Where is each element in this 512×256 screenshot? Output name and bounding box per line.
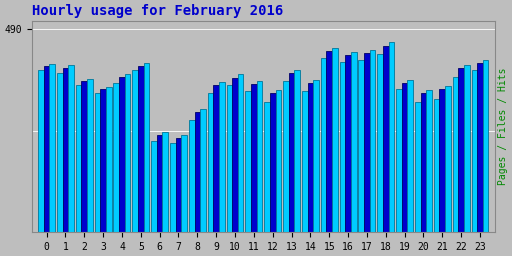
Bar	[62, 68, 68, 232]
Bar	[208, 93, 214, 232]
Bar	[458, 68, 464, 232]
Bar	[472, 70, 477, 232]
Bar	[370, 50, 375, 232]
Bar	[302, 91, 308, 232]
Bar	[275, 90, 281, 232]
Bar	[68, 65, 74, 232]
Bar	[138, 66, 144, 232]
Bar	[106, 87, 112, 232]
Y-axis label: Pages / Files / Hits: Pages / Files / Hits	[498, 68, 508, 185]
Bar	[162, 132, 168, 232]
Bar	[189, 120, 195, 232]
Bar	[226, 85, 232, 232]
Bar	[195, 112, 200, 232]
Bar	[332, 48, 338, 232]
Bar	[232, 78, 238, 232]
Bar	[219, 82, 225, 232]
Bar	[44, 66, 50, 232]
Bar	[464, 66, 470, 232]
Bar	[327, 51, 332, 232]
Bar	[181, 135, 187, 232]
Bar	[270, 93, 275, 232]
Bar	[289, 72, 294, 232]
Bar	[245, 91, 251, 232]
Bar	[200, 109, 206, 232]
Bar	[445, 86, 451, 232]
Bar	[57, 72, 62, 232]
Bar	[308, 83, 313, 232]
Bar	[100, 89, 106, 232]
Bar	[294, 70, 300, 232]
Bar	[402, 83, 408, 232]
Bar	[439, 89, 445, 232]
Bar	[157, 135, 162, 232]
Bar	[313, 80, 319, 232]
Bar	[50, 64, 55, 232]
Bar	[408, 80, 413, 232]
Bar	[364, 53, 370, 232]
Bar	[358, 60, 364, 232]
Bar	[238, 74, 244, 232]
Bar	[321, 58, 327, 232]
Text: Hourly usage for February 2016: Hourly usage for February 2016	[32, 4, 283, 18]
Bar	[170, 143, 176, 232]
Bar	[119, 77, 125, 232]
Bar	[345, 55, 351, 232]
Bar	[339, 62, 345, 232]
Bar	[483, 60, 488, 232]
Bar	[125, 74, 131, 232]
Bar	[76, 85, 81, 232]
Bar	[114, 83, 119, 232]
Bar	[144, 63, 150, 232]
Bar	[351, 52, 356, 232]
Bar	[421, 93, 426, 232]
Bar	[434, 100, 439, 232]
Bar	[151, 141, 157, 232]
Bar	[389, 42, 394, 232]
Bar	[176, 138, 181, 232]
Bar	[81, 81, 87, 232]
Bar	[95, 93, 100, 232]
Bar	[377, 54, 383, 232]
Bar	[283, 81, 289, 232]
Bar	[477, 63, 483, 232]
Bar	[383, 46, 389, 232]
Bar	[87, 79, 93, 232]
Bar	[396, 89, 402, 232]
Bar	[257, 81, 262, 232]
Bar	[214, 85, 219, 232]
Bar	[38, 70, 44, 232]
Bar	[264, 102, 270, 232]
Bar	[415, 102, 421, 232]
Bar	[132, 70, 138, 232]
Bar	[251, 84, 257, 232]
Bar	[453, 77, 458, 232]
Bar	[426, 90, 432, 232]
